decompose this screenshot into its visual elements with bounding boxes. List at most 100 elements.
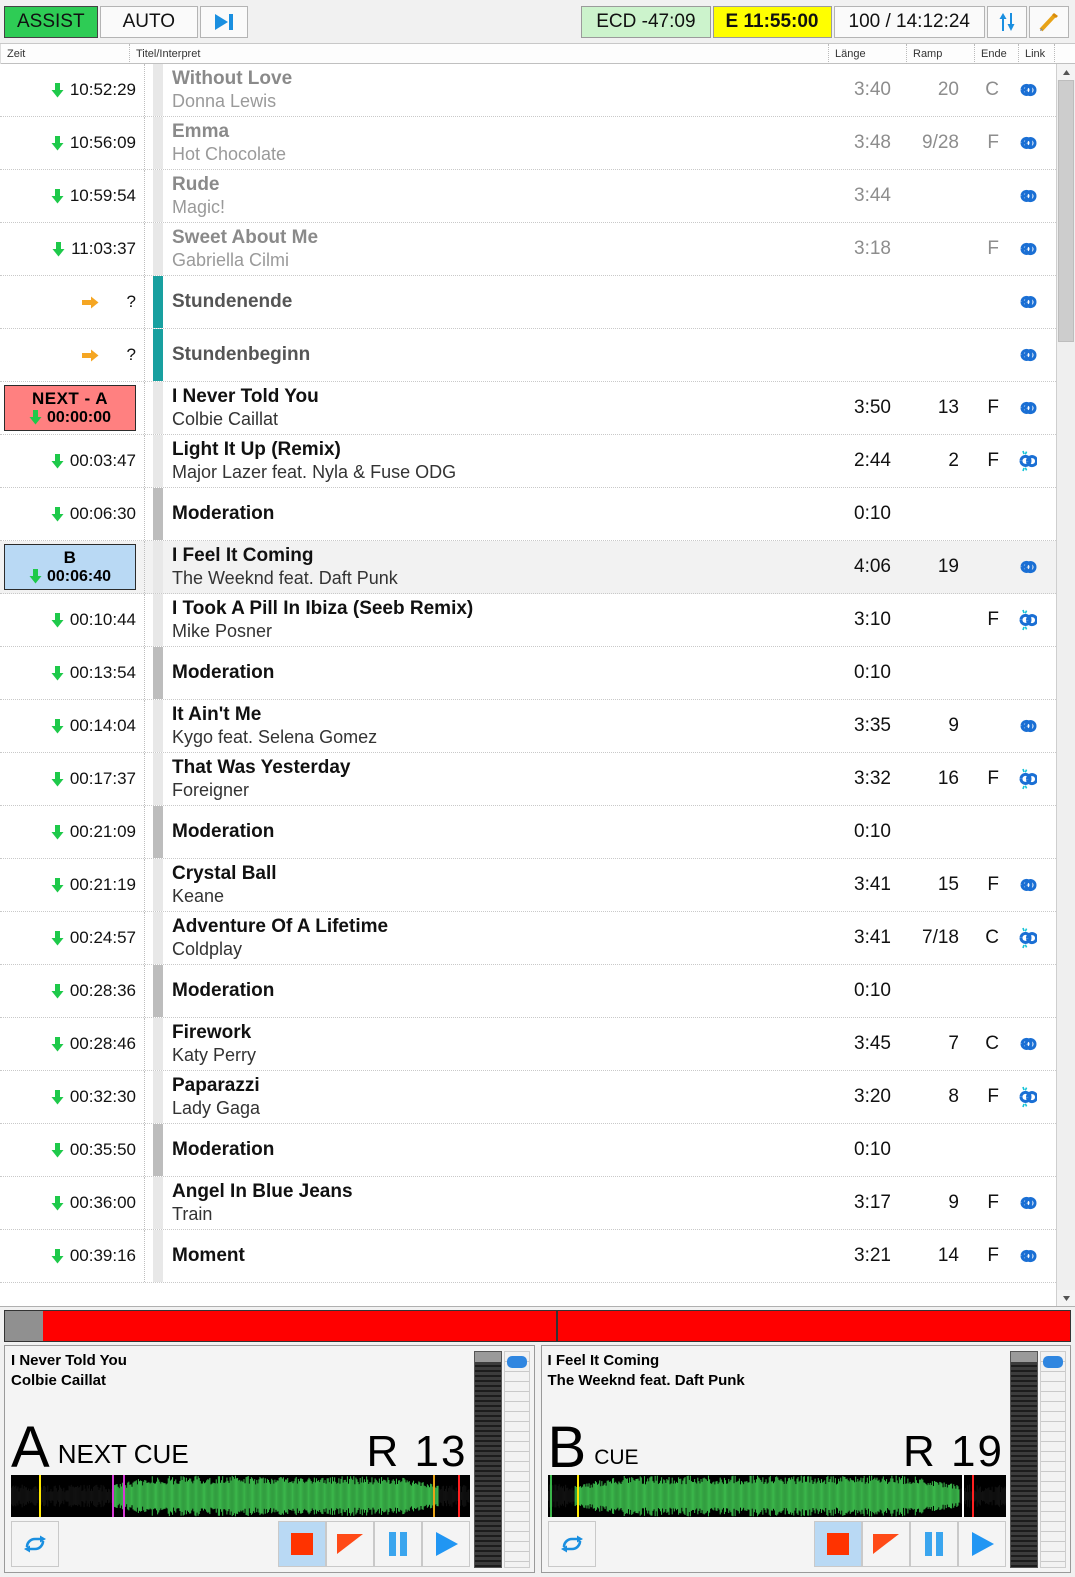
playlist-row[interactable]: 00:21:19 Crystal Ball Keane 3:41 15 F	[0, 859, 1056, 912]
cell-link[interactable]	[1004, 700, 1044, 752]
playlist-row[interactable]: 00:17:37 That Was Yesterday Foreigner 3:32 1…	[0, 753, 1056, 806]
cell-time[interactable]: 00:03:47	[0, 435, 145, 487]
cell-time[interactable]: 00:06:30	[0, 488, 145, 540]
deck-panel-b[interactable]: I Feel It Coming The Weeknd feat. Daft Pu…	[540, 1345, 1071, 1573]
cell-time[interactable]: 00:14:04	[0, 700, 145, 752]
deck-badge[interactable]: B 00:06:40	[4, 544, 136, 590]
ecd-countdown[interactable]: ECD -47:09	[581, 5, 711, 38]
cell-link[interactable]	[1004, 170, 1044, 222]
progress-bar-a[interactable]	[4, 1310, 557, 1342]
sort-button[interactable]	[987, 5, 1027, 38]
cell-title[interactable]: Angel In Blue Jeans Train	[163, 1177, 818, 1229]
cell-link[interactable]	[1004, 117, 1044, 169]
cell-time[interactable]: ?	[0, 329, 145, 381]
column-header-ende[interactable]: Ende	[975, 43, 1019, 64]
cell-time[interactable]: 00:32:30	[0, 1071, 145, 1123]
event-time-display[interactable]: E 11:55:00	[712, 5, 832, 38]
playlist-row[interactable]: ? Stundenende	[0, 276, 1056, 329]
playlist-row[interactable]: B 00:06:40 I Feel It Coming The Weeknd feat…	[0, 541, 1056, 594]
cell-title[interactable]: Crystal Ball Keane	[163, 859, 818, 911]
deck-badge[interactable]: NEXT - A 00:00:00	[4, 385, 136, 431]
cell-title[interactable]: Moderation	[163, 806, 818, 858]
cell-title[interactable]: Firework Katy Perry	[163, 1018, 818, 1070]
playlist-row[interactable]: 00:28:46 Firework Katy Perry 3:45 7 C	[0, 1018, 1056, 1071]
cell-title[interactable]: I Took A Pill In Ibiza (Seeb Remix) Mike …	[163, 594, 818, 646]
pause-button[interactable]	[910, 1521, 958, 1567]
cell-link[interactable]	[1004, 1230, 1044, 1282]
cell-time[interactable]: 00:13:54	[0, 647, 145, 699]
cell-title[interactable]: Adventure Of A Lifetime Coldplay	[163, 912, 818, 964]
cell-link[interactable]	[1004, 965, 1044, 1017]
cell-link[interactable]	[1004, 435, 1044, 487]
scroll-thumb[interactable]	[1058, 80, 1074, 342]
cell-time[interactable]: 00:35:50	[0, 1124, 145, 1176]
playlist-row[interactable]: 10:52:29 Without Love Donna Lewis 3:40 20 C	[0, 64, 1056, 117]
cell-title[interactable]: Moderation	[163, 647, 818, 699]
loop-button[interactable]	[11, 1521, 59, 1567]
cell-time[interactable]: 00:17:37	[0, 753, 145, 805]
playlist-row[interactable]: 00:32:30 Paparazzi Lady Gaga 3:20 8 F	[0, 1071, 1056, 1124]
playlist-row[interactable]: 00:36:00 Angel In Blue Jeans Train 3:17 9 F	[0, 1177, 1056, 1230]
cell-title[interactable]: Sweet About Me Gabriella Cilmi	[163, 223, 818, 275]
column-header-ramp[interactable]: Ramp	[907, 43, 975, 64]
cell-time[interactable]: 00:21:19	[0, 859, 145, 911]
assist-mode-button[interactable]: ASSIST	[4, 5, 98, 38]
play-button[interactable]	[958, 1521, 1006, 1567]
cell-time[interactable]: 11:03:37	[0, 223, 145, 275]
playlist-row[interactable]: 00:39:16 Moment 3:21 14 F	[0, 1230, 1056, 1283]
stop-button[interactable]	[814, 1521, 862, 1567]
cell-time[interactable]: 00:24:57	[0, 912, 145, 964]
cell-link[interactable]	[1004, 382, 1044, 434]
cell-link[interactable]	[1004, 859, 1044, 911]
stop-button[interactable]	[277, 1521, 326, 1567]
volume-fader[interactable]	[1040, 1351, 1066, 1568]
playlist-row[interactable]: 10:56:09 Emma Hot Chocolate 3:48 9/28 F	[0, 117, 1056, 170]
cell-time[interactable]: 10:56:09	[0, 117, 145, 169]
playlist-row[interactable]: ? Stundenbeginn	[0, 329, 1056, 382]
playlist-scrollbar[interactable]	[1056, 64, 1075, 1306]
playlist-row[interactable]: 00:03:47 Light It Up (Remix) Major Lazer f…	[0, 435, 1056, 488]
scroll-up-button[interactable]	[1057, 64, 1075, 80]
cell-time[interactable]: 00:28:36	[0, 965, 145, 1017]
cell-title[interactable]: Emma Hot Chocolate	[163, 117, 818, 169]
column-header-title[interactable]: Titel/Interpret	[130, 43, 829, 64]
cell-link[interactable]	[1004, 1177, 1044, 1229]
cell-time[interactable]: 00:21:09	[0, 806, 145, 858]
playlist-row[interactable]: 11:03:37 Sweet About Me Gabriella Cilmi 3:1…	[0, 223, 1056, 276]
cell-link[interactable]	[1004, 1071, 1044, 1123]
cell-time[interactable]: NEXT - A 00:00:00	[0, 382, 145, 434]
cell-time[interactable]: 00:39:16	[0, 1230, 145, 1282]
playlist-row[interactable]: NEXT - A 00:00:00 I Never Told You Colbie C…	[0, 382, 1056, 435]
cell-link[interactable]	[1004, 64, 1044, 116]
playlist-row[interactable]: 00:13:54 Moderation 0:10	[0, 647, 1056, 700]
cell-title[interactable]: It Ain't Me Kygo feat. Selena Gomez	[163, 700, 818, 752]
fade-button[interactable]	[325, 1521, 374, 1567]
fader-knob[interactable]	[506, 1356, 527, 1368]
cell-link[interactable]	[1004, 329, 1044, 381]
cell-title[interactable]: Stundenbeginn	[163, 329, 818, 381]
cell-link[interactable]	[1004, 488, 1044, 540]
cell-title[interactable]: I Never Told You Colbie Caillat	[163, 382, 818, 434]
playlist[interactable]: 10:52:29 Without Love Donna Lewis 3:40 20 C 10…	[0, 64, 1056, 1306]
pause-button[interactable]	[373, 1521, 422, 1567]
fade-button[interactable]	[862, 1521, 910, 1567]
deck-waveform[interactable]	[547, 1475, 1006, 1517]
cell-time[interactable]: 00:28:46	[0, 1018, 145, 1070]
cell-title[interactable]: Rude Magic!	[163, 170, 818, 222]
volume-fader[interactable]	[503, 1351, 530, 1568]
scroll-track[interactable]	[1057, 80, 1075, 1290]
clock-display[interactable]: 100 / 14:12:24	[833, 5, 985, 38]
cell-link[interactable]	[1004, 912, 1044, 964]
cell-title[interactable]: Moderation	[163, 1124, 818, 1176]
cell-link[interactable]	[1004, 806, 1044, 858]
cell-link[interactable]	[1004, 647, 1044, 699]
play-button[interactable]	[421, 1521, 470, 1567]
edit-button[interactable]	[1029, 5, 1069, 38]
cell-link[interactable]	[1004, 223, 1044, 275]
cell-title[interactable]: That Was Yesterday Foreigner	[163, 753, 818, 805]
cell-title[interactable]: Moment	[163, 1230, 818, 1282]
cell-title[interactable]: Paparazzi Lady Gaga	[163, 1071, 818, 1123]
column-header-zeit[interactable]: Zeit	[0, 43, 130, 64]
playlist-row[interactable]: 00:06:30 Moderation 0:10	[0, 488, 1056, 541]
scroll-down-button[interactable]	[1057, 1290, 1075, 1306]
